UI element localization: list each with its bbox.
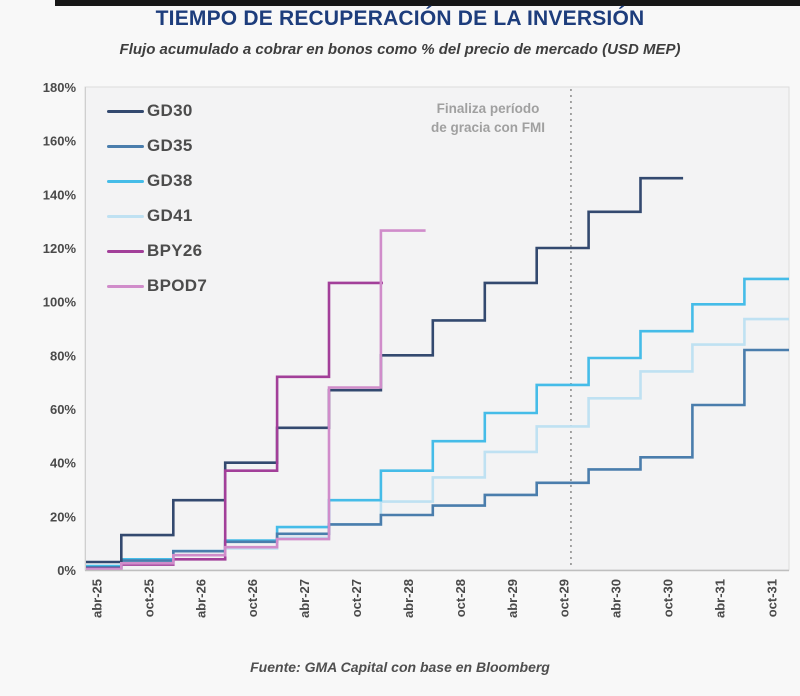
legend-swatch-GD38 (107, 179, 144, 183)
x-tick-label: abr-30 (609, 579, 624, 618)
y-tick-label: 140% (43, 187, 77, 202)
chart-subtitle: Flujo acumulado a cobrar en bonos como %… (119, 41, 681, 58)
annotation-line-1: Finaliza período (436, 101, 540, 116)
x-tick-label: oct-26 (245, 579, 260, 617)
series-line-BPOD7 (85, 229, 426, 571)
x-tick-label: oct-28 (453, 579, 468, 617)
annotation-line-2: de gracia con FMI (430, 120, 546, 135)
x-tick-label: oct-29 (557, 579, 572, 617)
x-tick-label: abr-25 (89, 579, 104, 618)
x-tick-label: abr-29 (505, 579, 520, 618)
legend-swatch-BPY26 (107, 249, 144, 253)
x-tick-label: oct-31 (764, 579, 779, 617)
legend-label-GD30: GD30 (147, 101, 193, 120)
legend-label-GD38: GD38 (147, 171, 193, 190)
legend-item-GD41: GD41 (107, 205, 207, 227)
series-line-GD35 (85, 348, 789, 569)
y-tick-label: 40% (50, 456, 76, 471)
legend-item-BPOD7: BPOD7 (107, 275, 207, 297)
legend-label-GD41: GD41 (147, 206, 193, 225)
y-tick-label: 160% (43, 134, 77, 149)
legend-swatch-GD30 (107, 109, 144, 113)
x-tick-label: oct-25 (141, 579, 156, 617)
legend-swatch-GD41 (107, 214, 144, 218)
legend-item-BPY26: BPY26 (107, 240, 207, 262)
y-tick-label: 0% (57, 563, 76, 578)
y-tick-label: 80% (50, 348, 76, 363)
y-tick-label: 100% (43, 295, 77, 310)
chart-title: TIEMPO DE RECUPERACIÓN DE LA INVERSIÓN (155, 7, 645, 30)
y-tick-label: 180% (43, 80, 77, 95)
legend-label-BPY26: BPY26 (147, 241, 203, 260)
legend-item-GD38: GD38 (107, 170, 207, 192)
y-tick-label: 120% (43, 241, 77, 256)
x-tick-label: oct-30 (661, 579, 676, 617)
legend-swatch-GD35 (107, 144, 144, 148)
annotation-label: Finaliza período de gracia con FMI (415, 99, 561, 137)
legend-item-GD35: GD35 (107, 135, 207, 157)
y-tick-label: 60% (50, 402, 76, 417)
legend-label-GD35: GD35 (147, 136, 193, 155)
x-tick-label: abr-28 (401, 579, 416, 618)
legend-label-BPOD7: BPOD7 (147, 276, 208, 295)
y-tick-label: 20% (50, 509, 76, 524)
source-note: Fuente: GMA Capital con base en Bloomber… (250, 659, 550, 675)
legend-item-GD30: GD30 (107, 100, 207, 122)
x-tick-label: abr-27 (297, 579, 312, 618)
x-tick-label: abr-26 (193, 579, 208, 618)
x-tick-label: oct-27 (349, 579, 364, 617)
x-tick-label: abr-31 (712, 579, 727, 618)
chart-legend: GD30 GD35 GD38 GD41 BPY26 BPOD7 (107, 100, 207, 310)
plot-area (84, 86, 790, 571)
top-crop-bar (55, 0, 800, 6)
legend-swatch-BPOD7 (107, 284, 144, 288)
